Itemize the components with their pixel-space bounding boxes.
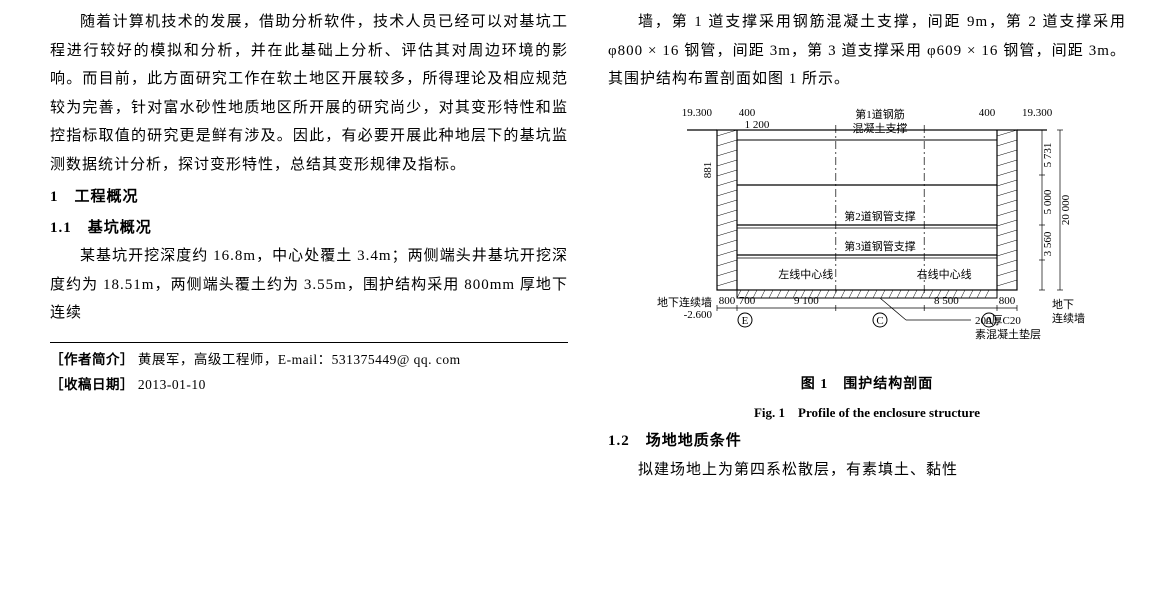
- svg-text:200厚C20: 200厚C20: [975, 314, 1021, 327]
- svg-text:1 200: 1 200: [745, 119, 770, 131]
- svg-text:素混凝土垫层: 素混凝土垫层: [975, 327, 1041, 341]
- date-value: 2013-01-10: [138, 377, 206, 392]
- author-line: ［作者简介］ 黄展军，高级工程师，E-mail：531375449@ qq. c…: [50, 347, 568, 373]
- intro-paragraph: 随着计算机技术的发展，借助分析软件，技术人员已经可以对基坑工程进行较好的模拟和分…: [50, 8, 568, 179]
- svg-text:第2道钢管支撑: 第2道钢管支撑: [844, 209, 916, 223]
- section-1-2-heading: 1.2 场地地质条件: [608, 427, 1126, 456]
- svg-text:第1道钢筋: 第1道钢筋: [855, 107, 905, 121]
- section-1-1-paragraph: 某基坑开挖深度约 16.8m，中心处覆土 3.4m；两侧端头井基坑开挖深度约为 …: [50, 242, 568, 328]
- svg-text:9 100: 9 100: [794, 295, 819, 307]
- svg-text:400: 400: [979, 107, 996, 119]
- svg-text:混凝土支撑: 混凝土支撑: [853, 121, 908, 135]
- section-1-heading: 1 工程概况: [50, 183, 568, 212]
- section-1-2-paragraph: 拟建场地上为第四系松散层，有素填土、黏性: [608, 456, 1126, 485]
- svg-text:3 560: 3 560: [1042, 231, 1054, 256]
- svg-text:5 731: 5 731: [1042, 142, 1054, 167]
- svg-text:19.300: 19.300: [682, 107, 713, 119]
- svg-text:右线中心线: 右线中心线: [917, 267, 972, 281]
- figure-1-caption-en: Fig. 1 Profile of the enclosure structur…: [608, 401, 1126, 426]
- svg-text:地下: 地下: [1052, 298, 1074, 311]
- author-label: ［作者简介］: [50, 352, 134, 367]
- svg-text:连续墙: 连续墙: [1052, 311, 1085, 325]
- svg-text:-2.600: -2.600: [684, 309, 713, 321]
- svg-text:800: 800: [999, 295, 1016, 307]
- date-line: ［收稿日期］ 2013-01-10: [50, 372, 568, 398]
- svg-text:19.300: 19.300: [1022, 107, 1053, 119]
- svg-text:700: 700: [739, 295, 756, 307]
- date-label: ［收稿日期］: [50, 377, 134, 392]
- footer-divider: [50, 342, 568, 343]
- svg-text:C: C: [876, 315, 883, 327]
- figure-1: 19.30019.3004004001 200第1道钢筋混凝土支撑第2道钢管支撑…: [608, 100, 1126, 371]
- author-value: 黄展军，高级工程师，E-mail：531375449@ qq. com: [138, 352, 461, 367]
- figure-1-svg: 19.30019.3004004001 200第1道钢筋混凝土支撑第2道钢管支撑…: [647, 100, 1087, 360]
- svg-text:20 000: 20 000: [1060, 194, 1072, 225]
- svg-text:E: E: [742, 315, 749, 327]
- svg-text:800: 800: [719, 295, 736, 307]
- svg-text:5 000: 5 000: [1042, 189, 1054, 214]
- svg-text:第3道钢管支撑: 第3道钢管支撑: [844, 239, 916, 253]
- svg-text:400: 400: [739, 107, 756, 119]
- svg-text:左线中心线: 左线中心线: [778, 267, 833, 281]
- svg-text:地下连续墙: 地下连续墙: [657, 295, 712, 309]
- svg-text:8 500: 8 500: [934, 295, 959, 307]
- section-1-1-heading: 1.1 基坑概况: [50, 214, 568, 243]
- svg-text:881: 881: [702, 161, 714, 178]
- right-para-1: 墙，第 1 道支撑采用钢筋混凝土支撑，间距 9m，第 2 道支撑采用 φ800 …: [608, 8, 1126, 94]
- figure-1-caption-cn: 图 1 围护结构剖面: [608, 372, 1126, 399]
